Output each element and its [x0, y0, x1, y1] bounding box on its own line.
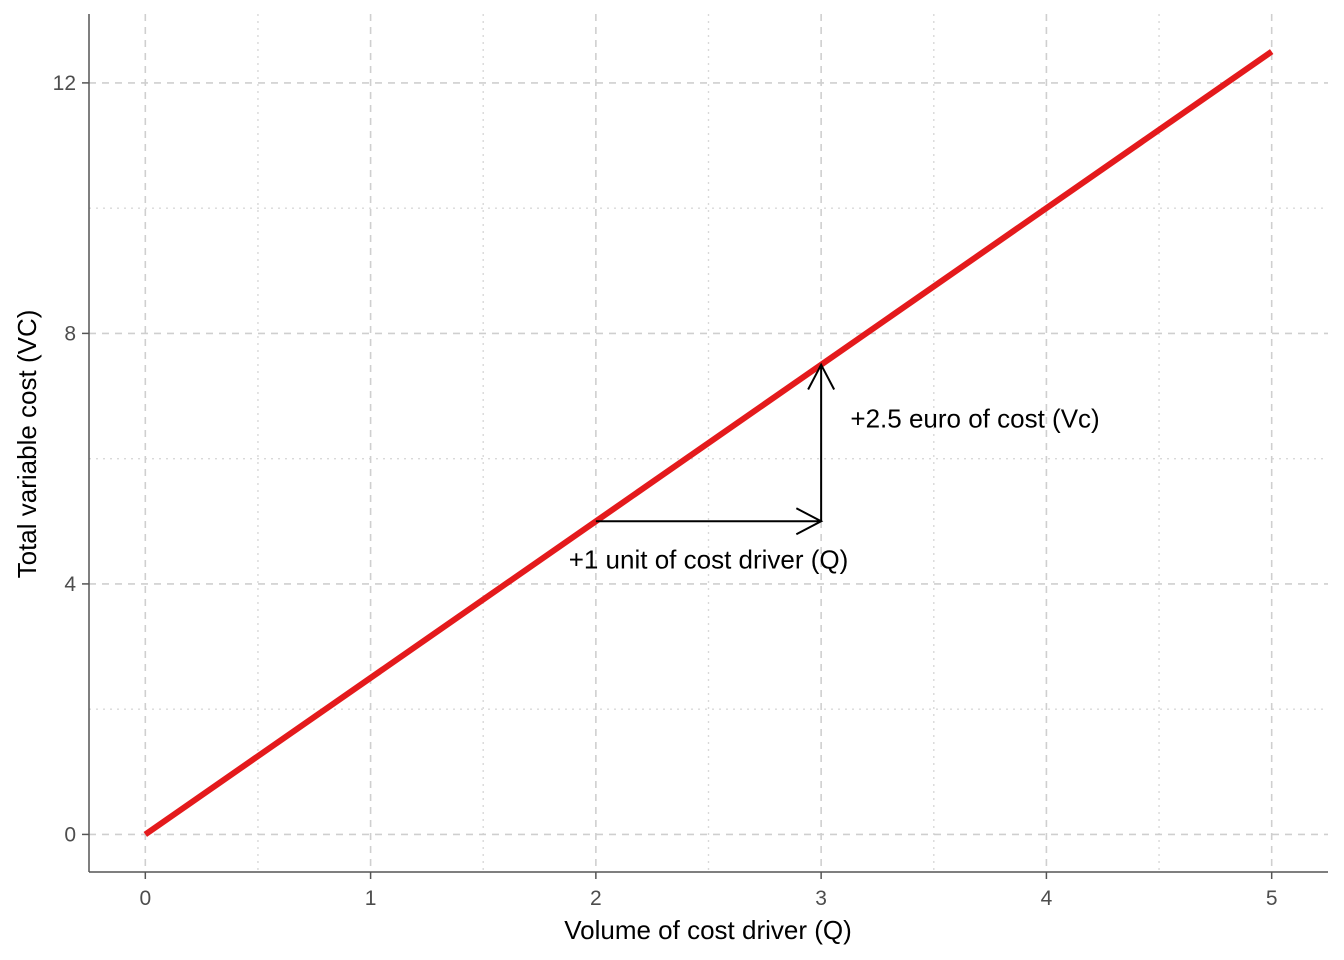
x-tick-label: 5: [1266, 887, 1278, 910]
horizontal-arrow: [595, 507, 824, 536]
series-layer: [143, 49, 1274, 837]
series-line: [143, 49, 1274, 837]
annotation-label-horizontal: +1 unit of cost driver (Q): [569, 544, 849, 574]
major-gridlines: [89, 14, 1328, 872]
x-tick-label: 0: [139, 887, 151, 910]
annotations-layer: +1 unit of cost driver (Q) +2.5 euro of c…: [569, 362, 1100, 574]
y-tick-label: 0: [64, 823, 76, 846]
x-tick-label: 4: [1041, 887, 1053, 910]
x-axis-title: Volume of cost driver (Q): [564, 915, 852, 945]
y-tick-label: 8: [64, 322, 76, 345]
y-tick-label: 12: [53, 72, 76, 95]
x-tick-label: 1: [365, 887, 377, 910]
annotation-label-vertical: +2.5 euro of cost (Vc): [850, 403, 1099, 433]
axes-layer: [82, 14, 1328, 879]
y-axis-title: Total variable cost (VC): [12, 310, 42, 579]
x-tick-label: 3: [815, 887, 827, 910]
x-tick-label: 2: [590, 887, 602, 910]
vertical-arrow: [807, 362, 836, 522]
y-tick-label: 4: [64, 573, 76, 596]
